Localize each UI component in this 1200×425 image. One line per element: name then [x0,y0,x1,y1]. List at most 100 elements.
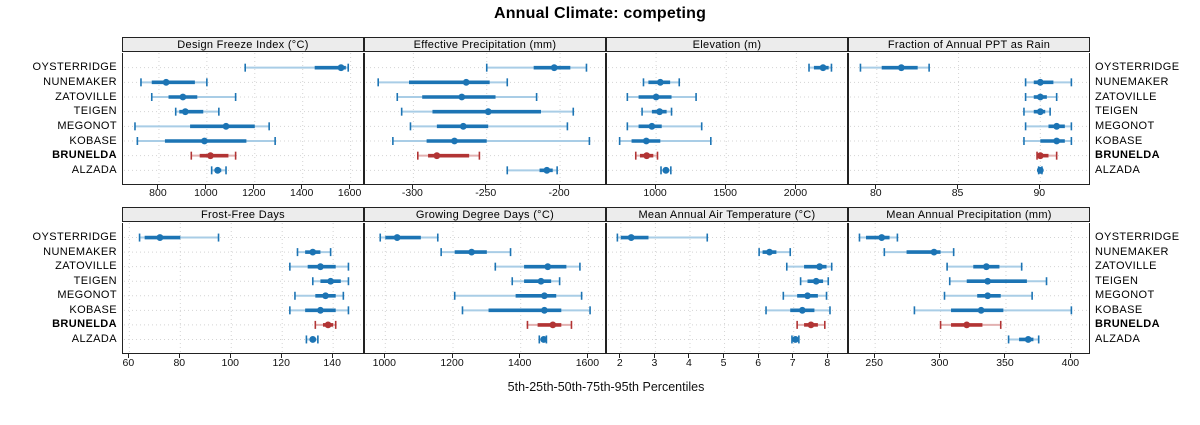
row-label-left: ZATOVILLE [55,260,117,273]
median-dot [1053,122,1061,130]
median-dot [222,122,230,130]
median-dot [484,108,492,116]
median-dot [459,122,467,130]
median-dot [549,321,557,329]
median-dot [458,93,466,101]
row-label-right: KOBASE [1095,303,1143,316]
x-tick-mark [723,354,725,358]
row-label-left: ZATOVILLE [55,90,117,103]
x-tick-label: -250 [475,187,497,199]
row-label-right: BRUNELDA [1095,318,1160,331]
x-tick-mark [451,354,453,358]
panel-canvas [124,53,364,185]
median-dot [550,64,558,72]
median-dot [930,248,938,256]
row-label-left: OYSTERRIDGE [32,61,117,74]
median-dot [819,64,827,72]
median-dot [162,78,170,86]
median-dot [309,248,317,256]
median-dot [1036,108,1044,116]
row-label-right: ZATOVILLE [1095,90,1157,103]
panel-plot [122,53,364,185]
median-dot [433,152,441,160]
panel-title: Elevation (m) [692,38,762,51]
median-dot [977,306,985,314]
panel-canvas [366,223,606,354]
median-dot [963,321,971,329]
median-dot [207,152,214,160]
median-dot [798,306,806,314]
x-tick-mark [794,185,796,189]
panel-plot [122,223,364,354]
row-label-right: ALZADA [1095,163,1141,176]
x-tick-mark [792,354,794,358]
median-dot [652,93,660,101]
panel-strip: Mean Annual Precipitation (mm) [848,207,1090,222]
panel-strip: Mean Annual Air Temperature (°C) [606,207,848,222]
row-label-left: TEIGEN [73,274,117,287]
x-tick-label: 100 [221,357,240,369]
row-label-right: TEIGEN [1095,274,1139,287]
median-dot [324,321,332,329]
x-tick-mark [688,354,690,358]
median-dot [317,263,324,271]
x-tick-mark [619,354,621,358]
x-tick-label: 1000 [372,357,396,369]
panel-canvas [850,53,1090,185]
x-tick-mark [1069,354,1071,358]
row-label-right: MEGONOT [1095,119,1155,132]
x-tick-label: 1200 [242,187,266,199]
median-dot [179,93,187,101]
x-tick-label: 2000 [783,187,808,199]
row-label-left: BRUNELDA [52,318,117,331]
x-tick-label: 5 [720,357,727,369]
median-dot [662,166,670,174]
row-label-left: ALZADA [71,163,117,176]
x-tick-label: 300 [930,357,949,369]
median-dot [468,248,476,256]
panel-canvas [366,53,606,185]
panel-strip: Effective Precipitation (mm) [364,37,606,52]
x-tick-mark [757,354,759,358]
median-dot [897,64,905,72]
median-dot [540,306,548,314]
row-label-left: MEGONOT [57,289,117,302]
x-tick-label: 1600 [575,357,600,369]
median-dot [201,137,208,145]
x-tick-mark [654,185,656,189]
median-dot [766,248,773,256]
panel-title: Design Freeze Index (°C) [177,38,309,51]
median-dot [656,108,664,116]
row-label-right: BRUNELDA [1095,149,1160,162]
median-dot [337,64,345,72]
x-tick-mark [383,354,385,358]
x-tick-mark [1038,185,1040,189]
row-label-right: OYSTERRIDGE [1095,61,1180,74]
panel-strip: Fraction of Annual PPT as Rain [848,37,1090,52]
panel-title: Mean Annual Precipitation (mm) [886,208,1052,221]
x-tick-mark [331,354,333,358]
panel-title: Effective Precipitation (mm) [413,38,557,51]
median-dot [878,234,886,241]
panel-canvas [608,223,848,354]
x-axis-label: 5th-25th-50th-75th-95th Percentiles [507,380,705,394]
x-tick-label: 85 [951,187,964,199]
row-label-left: NUNEMAKER [43,245,117,258]
row-label-right: TEIGEN [1095,105,1139,118]
median-dot [982,263,990,271]
panel-title: Fraction of Annual PPT as Rain [887,38,1051,51]
x-tick-mark [873,354,875,358]
median-dot [1053,137,1061,145]
median-dot [322,292,329,300]
median-dot [462,78,470,86]
x-tick-mark [957,185,959,189]
x-tick-mark [519,354,521,358]
x-tick-label: 2 [616,357,623,369]
panel-plot [606,53,848,185]
median-dot [807,321,815,329]
row-label-right: ALZADA [1095,332,1141,345]
row-label-left: OYSTERRIDGE [32,231,117,244]
x-tick-label: 800 [149,187,167,199]
panel-plot [848,223,1090,354]
x-tick-label: 80 [869,187,882,199]
